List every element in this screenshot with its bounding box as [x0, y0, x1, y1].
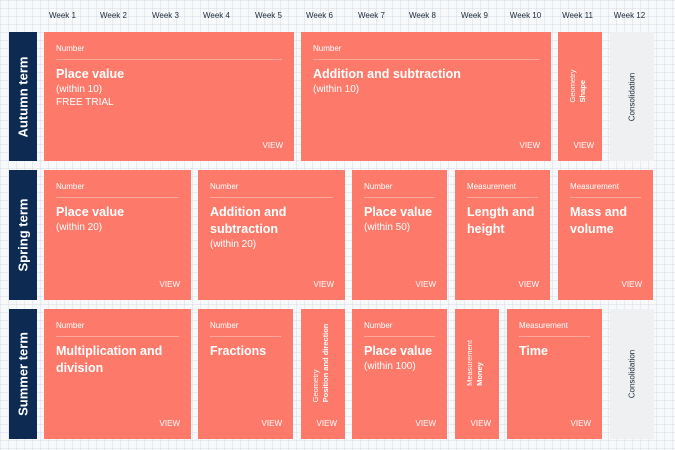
card-title: Time — [519, 344, 548, 358]
card-title: Multiplication and division — [56, 344, 163, 375]
week-label: Week 9 — [461, 11, 488, 20]
card-title: Money — [475, 362, 484, 386]
view-link[interactable]: VIEW — [621, 280, 642, 289]
card-title: Place value — [56, 67, 125, 81]
view-link[interactable]: VIEW — [316, 419, 337, 428]
term-label-spring: Spring term — [9, 170, 37, 300]
card-position-direction[interactable]: Geometry Position and direction VIEW — [301, 309, 345, 439]
card-title: Shape — [578, 79, 587, 102]
card-category: Number — [364, 321, 435, 337]
card-category: Number — [210, 182, 333, 198]
week-label: Week 1 — [49, 11, 76, 20]
card-subtitle: (within 100) — [364, 361, 416, 372]
card-category: Number — [210, 321, 281, 337]
view-link[interactable]: VIEW — [159, 280, 180, 289]
view-link[interactable]: VIEW — [261, 419, 282, 428]
week-label: Week 4 — [203, 11, 230, 20]
week-label: Week 11 — [562, 11, 593, 20]
week-label: Week 3 — [152, 11, 179, 20]
term-label-text: Autumn term — [15, 56, 31, 137]
card-category: Number — [313, 44, 539, 60]
card-title: Mass and volume — [570, 205, 627, 236]
card-title: Addition and subtraction — [210, 205, 287, 236]
consolidation-block: Consolidation — [610, 309, 654, 439]
card-fractions[interactable]: Number Fractions VIEW — [198, 309, 293, 439]
free-trial-badge: FREE TRIAL — [56, 97, 114, 108]
card-multiplication-division[interactable]: Number Multiplication and division VIEW — [44, 309, 191, 439]
view-link[interactable]: VIEW — [415, 280, 436, 289]
card-title: Addition and subtraction — [313, 67, 461, 81]
card-addition-subtraction-within-10[interactable]: Number Addition and subtraction (within … — [301, 32, 551, 161]
week-label: Week 8 — [409, 11, 436, 20]
view-link[interactable]: VIEW — [262, 141, 283, 150]
consolidation-block: Consolidation — [610, 32, 654, 161]
card-subtitle: (within 50) — [364, 222, 411, 233]
week-label: Week 5 — [255, 11, 282, 20]
consolidation-label: Consolidation — [627, 72, 637, 121]
card-place-value-within-20[interactable]: Number Place value (within 20) VIEW — [44, 170, 191, 300]
card-category: Number — [56, 321, 179, 337]
card-place-value-within-100[interactable]: Number Place value (within 100) VIEW — [352, 309, 447, 439]
card-time[interactable]: Measurement Time VIEW — [507, 309, 602, 439]
week-header: Week 1 Week 2 Week 3 Week 4 Week 5 Week … — [0, 0, 675, 30]
card-subtitle: (within 20) — [56, 222, 103, 233]
card-geometry-shape[interactable]: Geometry Shape VIEW — [558, 32, 602, 161]
term-label-text: Summer term — [15, 332, 31, 416]
card-title: Length and height — [467, 205, 535, 236]
vertical-card-text: Geometry Position and direction — [307, 319, 335, 407]
week-label: Week 7 — [358, 11, 385, 20]
vertical-card-text: Geometry Shape — [564, 42, 592, 129]
week-label: Week 2 — [100, 11, 127, 20]
card-subtitle: (within 20) — [210, 239, 257, 250]
card-length-height[interactable]: Measurement Length and height VIEW — [455, 170, 550, 300]
card-title: Place value — [364, 344, 433, 358]
week-label: Week 6 — [306, 11, 333, 20]
card-category: Number — [56, 182, 179, 198]
term-label-text: Spring term — [15, 198, 31, 272]
view-link[interactable]: VIEW — [518, 280, 539, 289]
card-title: Place value — [56, 205, 125, 219]
card-money[interactable]: Measurement Money VIEW — [455, 309, 499, 439]
card-category: Number — [364, 182, 435, 198]
card-category: Measurement — [519, 321, 590, 337]
card-title: Position and direction — [321, 323, 330, 403]
consolidation-label: Consolidation — [627, 349, 637, 399]
card-category: Number — [56, 44, 282, 60]
card-category: Geometry — [311, 369, 320, 403]
view-link[interactable]: VIEW — [159, 419, 180, 428]
term-label-autumn: Autumn term — [9, 32, 37, 161]
vertical-card-text: Measurement Money — [461, 319, 489, 407]
card-title: Place value — [364, 205, 433, 219]
card-category: Geometry — [568, 69, 577, 102]
week-label: Week 10 — [509, 11, 542, 20]
term-label-summer: Summer term — [9, 309, 37, 439]
card-category: Measurement — [570, 182, 641, 198]
view-link[interactable]: VIEW — [415, 419, 436, 428]
view-link[interactable]: VIEW — [570, 419, 591, 428]
week-label: Week 12 — [613, 11, 646, 20]
card-place-value-within-10[interactable]: Number Place value (within 10) FREE TRIA… — [44, 32, 294, 161]
card-category: Measurement — [465, 340, 474, 386]
view-link[interactable]: VIEW — [313, 280, 334, 289]
card-addition-subtraction-within-20[interactable]: Number Addition and subtraction (within … — [198, 170, 345, 300]
card-subtitle: (within 10) — [56, 84, 103, 95]
card-title: Fractions — [210, 344, 267, 358]
card-place-value-within-50[interactable]: Number Place value (within 50) VIEW — [352, 170, 447, 300]
view-link[interactable]: VIEW — [573, 141, 594, 150]
card-category: Measurement — [467, 182, 538, 198]
card-mass-volume[interactable]: Measurement Mass and volume VIEW — [558, 170, 653, 300]
view-link[interactable]: VIEW — [470, 419, 491, 428]
card-subtitle: (within 10) — [313, 84, 360, 95]
view-link[interactable]: VIEW — [519, 141, 540, 150]
